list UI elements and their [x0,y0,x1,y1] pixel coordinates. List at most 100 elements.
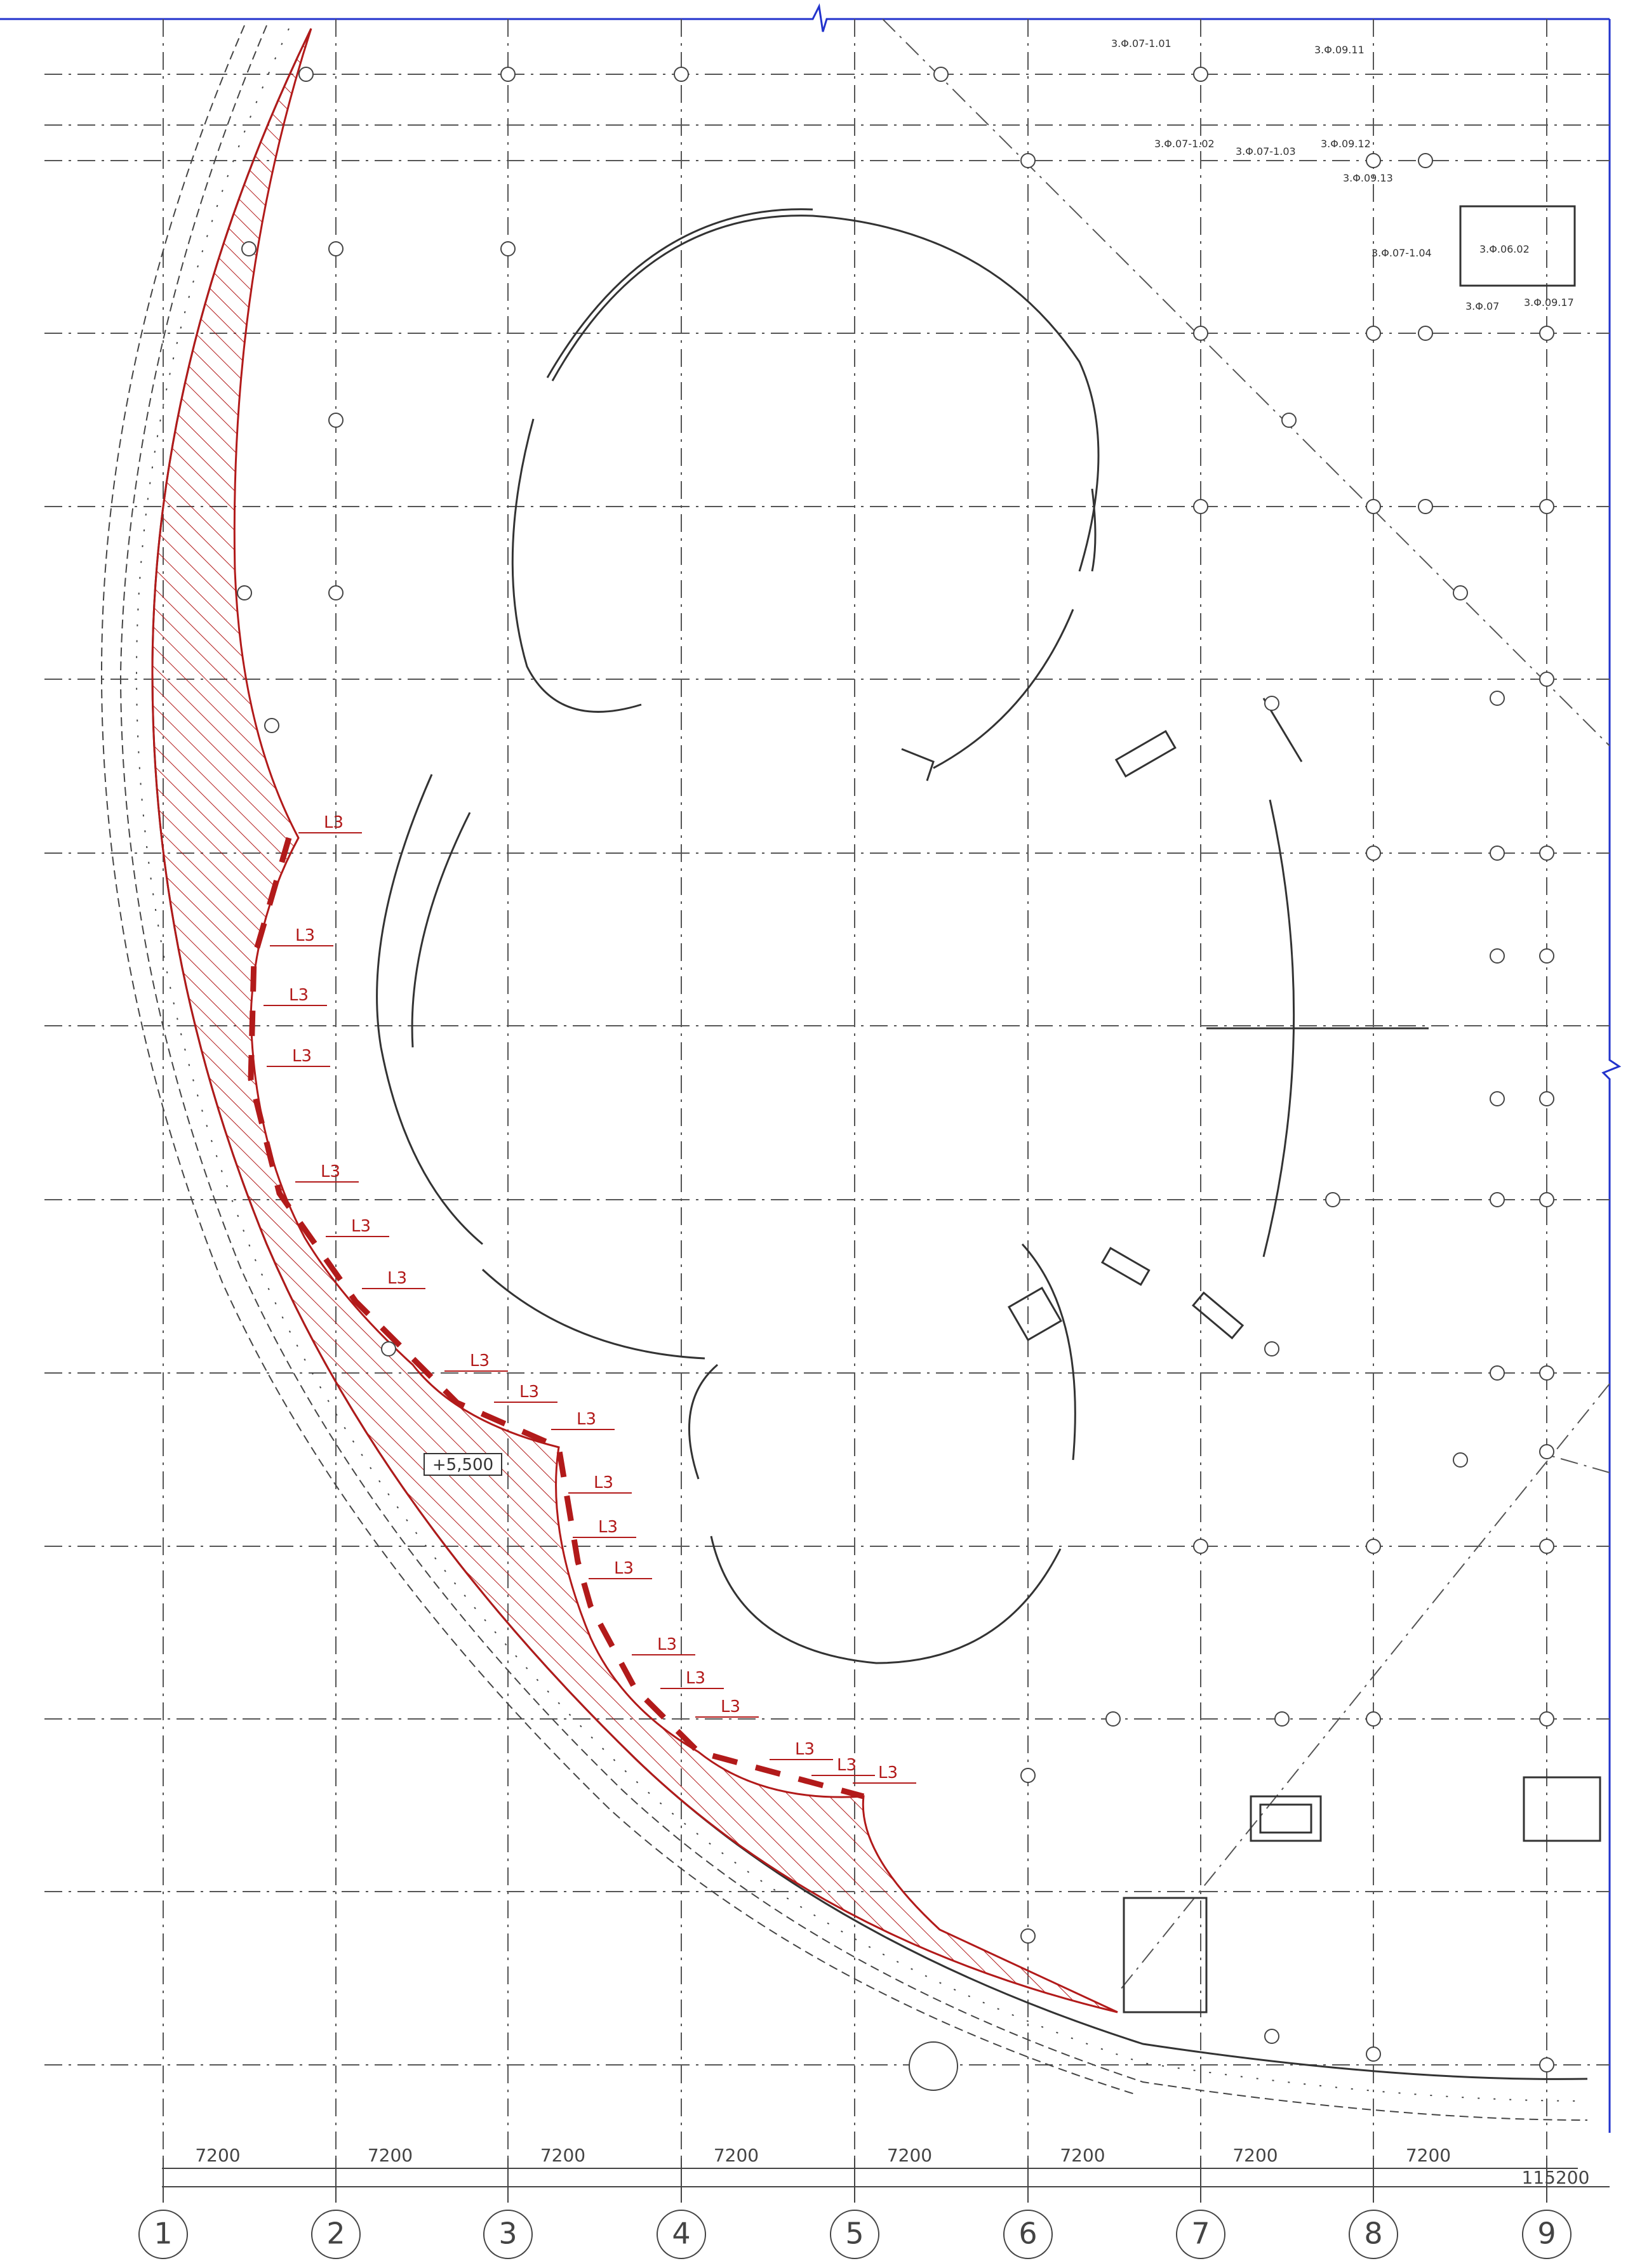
columns [237,67,1554,2072]
svg-text:L3: L3 [295,926,315,945]
column [1193,326,1208,341]
section-tag: L3 [295,1162,359,1183]
room-code: 3.Φ.09.11 [1314,44,1365,56]
column [1020,1928,1036,1944]
column [1490,948,1505,964]
room-code: 3.Φ.07-1.02 [1154,138,1215,150]
axis-bubble: 3 [483,2210,533,2259]
column [381,1341,396,1356]
room-code: 3.Φ.07 [1465,300,1499,312]
svg-text:L3: L3 [686,1669,705,1688]
room-code: 3.Φ.07-1.04 [1371,247,1432,259]
room-code: 3.Φ.07-1.03 [1236,145,1296,157]
column [1539,1091,1554,1106]
section-tag: L3 [270,926,333,946]
column [1366,2046,1381,2062]
column [1539,1711,1554,1727]
hatched-zone [151,28,1118,2013]
column [1418,153,1433,168]
axis-bubble: 8 [1349,2210,1398,2259]
svg-text:3: 3 [498,2217,517,2251]
svg-text:L3: L3 [351,1217,371,1236]
svg-text:9: 9 [1537,2217,1556,2251]
column [1418,499,1433,514]
axis-bubble: 7 [1176,2210,1225,2259]
section-tag: L3 [573,1518,636,1538]
svg-text:L3: L3 [598,1518,618,1537]
column [237,585,252,600]
section-tag: L3 [494,1383,557,1403]
diagonal-axis-stub [1542,1453,1610,1473]
svg-text:L3: L3 [795,1740,815,1759]
span-dimension: 7200 [1406,2145,1451,2166]
svg-text:4: 4 [672,2217,690,2251]
section-tags: L3 L3 L3 L3 L3 L3 L3 L3 L3 L3 L3 L3 L3 L3 L3 L3 L3 L3 L3 [264,813,916,1784]
column [1539,1444,1554,1459]
span-dimension: 7200 [1232,2145,1278,2166]
elevation-text: +5,500 [432,1456,493,1475]
column [1020,1768,1036,1783]
svg-text:L3: L3 [721,1697,740,1716]
column [1453,1452,1468,1468]
column [1274,1711,1290,1727]
column [264,718,279,733]
column [1020,153,1036,168]
interior-details [909,205,1601,2091]
section-tag: L3 [568,1473,632,1494]
column [1418,326,1433,341]
svg-text:L3: L3 [594,1473,613,1492]
column [328,413,344,428]
section-tag: L3 [264,986,327,1006]
column [1193,67,1208,82]
column [1539,948,1554,964]
svg-text:6: 6 [1018,2217,1037,2251]
section-tag: L3 [362,1269,425,1289]
column [1539,1365,1554,1381]
axis-bubble: 4 [657,2210,706,2259]
room-labels: 3.Φ.07-1.01 3.Φ.09.11 3.Φ.07-1.02 3.Φ.07… [1111,37,1574,312]
column [1193,499,1208,514]
column [1325,1192,1340,1207]
svg-text:L3: L3 [657,1635,677,1654]
room-code: 3.Φ.07-1.01 [1111,37,1171,50]
column [1264,2029,1279,2044]
column [1539,1539,1554,1554]
section-tag: L3 [589,1559,652,1579]
column [1539,672,1554,687]
axis-bubble: 5 [830,2210,879,2259]
svg-text:L3: L3 [519,1383,539,1402]
section-tag: L3 [444,1351,508,1372]
total-dimension: 115200 [1522,2167,1590,2188]
section-tag: L3 [770,1740,833,1760]
column [298,67,314,82]
room-code: 3.Φ.09.12 [1321,138,1371,150]
svg-text:5: 5 [845,2217,864,2251]
diagonal-axis [882,18,1610,746]
column [328,585,344,600]
column [1366,846,1381,861]
column [1490,1192,1505,1207]
axis-bubble: 6 [1003,2210,1053,2259]
svg-text:2: 2 [326,2217,345,2251]
column [933,67,949,82]
horizontal-grid-lines [44,74,1610,2066]
column [500,67,516,82]
column [241,241,257,256]
axis-bubble: 2 [311,2210,361,2259]
section-tag: L3 [811,1756,875,1776]
svg-text:L3: L3 [614,1559,634,1578]
axis-bubbles: 1 2 3 4 5 6 7 8 9 [138,2210,1572,2259]
span-dimension: 7200 [195,2145,240,2166]
diagonal-axis-lower [1117,1383,1610,1994]
axis-bubble: 9 [1522,2210,1572,2259]
svg-text:1: 1 [154,2217,172,2251]
interior-walls [376,208,1429,1664]
span-dimension: 7200 [714,2145,759,2166]
svg-text:L3: L3 [837,1756,857,1775]
svg-text:L3: L3 [292,1047,312,1066]
column [1490,846,1505,861]
span-dimensions: 7200 7200 7200 7200 7200 7200 7200 7200 [163,2145,1547,2203]
svg-text:L3: L3 [577,1410,596,1429]
room-code: 3.Φ.09.13 [1343,172,1393,184]
